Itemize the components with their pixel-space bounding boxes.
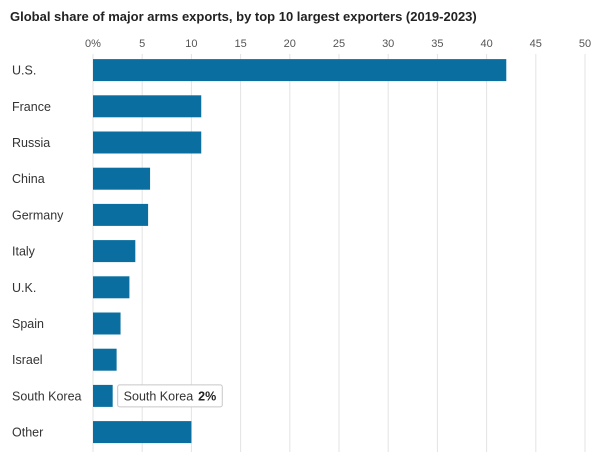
bar-u-s[interactable]: [93, 59, 507, 82]
x-tick-label-20: 20: [284, 38, 296, 50]
y-label-israel: Israel: [12, 353, 43, 367]
y-label-russia: Russia: [12, 136, 50, 150]
y-label-germany: Germany: [12, 208, 64, 222]
x-tick-label-50: 50: [579, 38, 591, 50]
x-axis-ticks: 0% 5 10 15 20 25 30 35 40 45 50: [85, 38, 591, 50]
x-tick-label-45: 45: [530, 38, 542, 50]
tooltip-box: [117, 384, 223, 408]
bars: [93, 59, 507, 444]
tooltip-label: South Korea: [124, 389, 194, 403]
x-tick-label-25: 25: [333, 38, 345, 50]
bar-italy[interactable]: [93, 240, 136, 263]
y-label-china: China: [12, 172, 45, 186]
bar-south-korea[interactable]: [93, 384, 113, 407]
y-label-other: Other: [12, 426, 43, 440]
x-tick-label-35: 35: [431, 38, 443, 50]
y-axis-labels: U.S. France Russia China Germany Italy U.K. Spa…: [12, 64, 82, 440]
tooltip-value: 2%: [198, 389, 216, 403]
bar-israel[interactable]: [93, 348, 117, 371]
bar-u-k[interactable]: [93, 276, 130, 299]
tooltip-text: South Korea 2%: [124, 389, 217, 403]
chart-title: Global share of major arms exports, by t…: [10, 9, 477, 24]
y-label-france: France: [12, 100, 51, 114]
x-tick-label-5: 5: [139, 38, 145, 50]
y-label-u-s: U.S.: [12, 64, 36, 78]
x-tick-label-30: 30: [382, 38, 394, 50]
bar-spain[interactable]: [93, 312, 121, 335]
bar-other[interactable]: [93, 421, 192, 444]
bar-france[interactable]: [93, 95, 202, 118]
bar-germany[interactable]: [93, 203, 149, 226]
x-tick-label-0: 0%: [85, 38, 101, 50]
y-label-italy: Italy: [12, 245, 36, 259]
x-tick-label-40: 40: [480, 38, 492, 50]
x-tick-label-10: 10: [185, 38, 197, 50]
bar-russia[interactable]: [93, 131, 202, 154]
y-label-u-k: U.K.: [12, 281, 36, 295]
y-label-south-korea: South Korea: [12, 389, 82, 403]
tooltip: South Korea 2%: [117, 384, 223, 408]
bar-china[interactable]: [93, 167, 151, 190]
gridlines: [92, 54, 586, 452]
y-label-spain: Spain: [12, 317, 44, 331]
x-tick-label-15: 15: [234, 38, 246, 50]
